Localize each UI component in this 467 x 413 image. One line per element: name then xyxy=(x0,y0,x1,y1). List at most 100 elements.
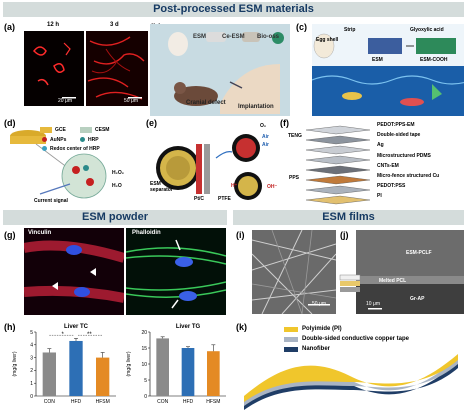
panel-a-scalebar-1: 20 μm xyxy=(58,98,72,104)
panel-g-phalloidin-label: Phalloidin xyxy=(132,230,161,236)
bar xyxy=(96,357,110,396)
x-tick-label: CON xyxy=(44,399,56,405)
y-axis-label: (mg/g liver) xyxy=(126,351,132,376)
panel-e-air1: Air xyxy=(262,134,269,140)
bar xyxy=(156,338,169,396)
y-tick-label: 2 xyxy=(30,368,33,374)
panel-h-label: (h) xyxy=(4,322,16,332)
panel-d-current-signal: Current signal xyxy=(34,198,68,204)
panel-k-label: (k) xyxy=(236,322,247,332)
panel-f-label: (f) xyxy=(280,118,289,128)
panel-f-layer xyxy=(305,155,371,165)
panel-d-h2o2: H₂O₂ xyxy=(112,170,124,176)
panel-f-teng: TENG xyxy=(288,133,302,139)
panel-b-bio-oss-label: Bio-oss xyxy=(257,34,280,40)
panel-c-glyoxylic-label: Glyoxylic acid xyxy=(410,27,444,33)
x-tick-label: HFSM xyxy=(96,399,110,405)
panel-a-micrograph-12h xyxy=(24,31,84,106)
panel-f-layer xyxy=(305,125,371,135)
panel-c-eggshell-label: Egg shell xyxy=(316,37,339,43)
panel-c-illustration xyxy=(312,24,464,116)
panel-c-strip-label: Strip xyxy=(344,27,356,33)
panel-f-pps: PPS xyxy=(289,175,300,181)
panel-f-layer-label: Ag xyxy=(377,142,384,149)
panel-k-wavy-layers xyxy=(244,354,458,410)
x-tick-label: HFD xyxy=(183,399,194,405)
panel-a-time-12h: 12 h xyxy=(47,22,60,28)
y-tick-label: 3 xyxy=(30,355,33,361)
panel-d-illustration xyxy=(10,130,107,199)
y-tick-label: 5 xyxy=(144,378,147,384)
panel-b-implantation-label: Implantation xyxy=(238,104,274,110)
panel-e-esm-separator: ESM separator xyxy=(150,181,173,193)
chart-title: Liver TG xyxy=(176,324,201,330)
bar xyxy=(181,348,195,396)
x-tick-label: HFD xyxy=(71,399,82,405)
panel-f-layer-label: Micro-fence structured Cu xyxy=(377,173,440,179)
panel-d-legend-gce: GCE xyxy=(55,127,66,133)
panel-d-legend-hrp-dot xyxy=(80,137,85,142)
panel-f-layer xyxy=(305,165,371,175)
panel-j-scalebar: 10 μm xyxy=(366,301,380,307)
panel-k-legend-pi: Polyimide (PI) xyxy=(302,326,342,332)
panel-i-sem-image xyxy=(252,230,336,314)
panel-i-label: (i) xyxy=(236,230,245,240)
panel-d-legend-redox: Redox center of HRP xyxy=(50,146,100,152)
panel-a-label: (a) xyxy=(4,22,15,32)
panel-k-legend-nano: Nanofiber xyxy=(302,346,331,352)
panel-e-oh: OH⁻ xyxy=(267,184,278,190)
banner-post-processed: Post-processed ESM materials xyxy=(3,2,464,17)
panel-d-legend-cesm-swatch xyxy=(80,127,92,133)
panel-f-layer-label: CNTs-EM xyxy=(377,162,399,169)
panel-d-label: (d) xyxy=(4,118,16,128)
panel-f-layer xyxy=(305,175,371,185)
bar xyxy=(69,340,83,396)
panel-f-layer xyxy=(305,195,371,205)
banner-esm-powder: ESM powder xyxy=(3,210,227,225)
chart-title: Liver TC xyxy=(64,324,89,330)
panel-g-vinculin-label: Vinculin xyxy=(28,230,52,236)
panel-c-label: (c) xyxy=(296,22,307,32)
panel-f-layer xyxy=(305,185,371,195)
panel-f-layer-stack xyxy=(305,125,371,205)
panel-g-phalloidin-image xyxy=(126,228,226,315)
panel-f-layer-label: Double-sided tape xyxy=(377,132,421,139)
panel-d-legend-cesm: CESM xyxy=(95,127,110,133)
x-tick-label: CON xyxy=(157,399,169,405)
panel-b-ce-esm-label: Ce-ESM xyxy=(222,34,245,40)
y-tick-label: 20 xyxy=(141,330,147,336)
panel-b-esm-label: ESM xyxy=(193,34,207,40)
panel-f-layer xyxy=(305,145,371,155)
y-tick-label: 10 xyxy=(141,362,147,368)
panel-j-sem-image xyxy=(356,230,464,314)
panel-j-melted-label: Melted PCL xyxy=(379,278,407,284)
y-tick-label: 5 xyxy=(30,330,33,336)
panel-e-ptfe: PTFE xyxy=(218,196,231,202)
panel-d-legend-redox-dot xyxy=(42,146,47,151)
panel-k-legend-pi-swatch xyxy=(284,327,298,332)
significance-marker: ** xyxy=(87,332,92,338)
panel-c-esm-cooh-label: ESM-COOH xyxy=(420,57,448,63)
panel-b-illustration xyxy=(150,24,290,116)
bar xyxy=(207,351,220,396)
panel-f-layer-label: PEDOT:PPS-EM xyxy=(377,122,415,128)
panel-j-label: (j) xyxy=(340,230,349,240)
panel-j-grap-label: Gr-AP xyxy=(410,296,425,302)
panel-g-label: (g) xyxy=(4,230,16,240)
panel-a-micrograph-3d xyxy=(86,31,148,106)
panel-c-esm-label: ESM xyxy=(372,57,383,63)
y-tick-label: 0 xyxy=(30,394,33,400)
chart-liver-tg: Liver TG 0 5 10 15 20 (mg/g liver) CON HFD HFSM xyxy=(126,324,226,405)
panel-f-layer-label: PEDOT:PSS xyxy=(377,183,406,190)
panel-d-h2o: H₂O xyxy=(112,183,122,189)
y-axis-label: (mg/g liver) xyxy=(12,351,18,376)
panel-e-h: H⁺ xyxy=(231,183,238,189)
significance-marker: * xyxy=(61,332,64,338)
y-tick-label: 15 xyxy=(141,346,147,352)
banner-esm-films: ESM films xyxy=(233,210,464,225)
panel-d-legend-au: AuNPs xyxy=(50,137,67,143)
panel-d-legend-gce-swatch xyxy=(40,127,52,133)
panel-j-inset-stack xyxy=(339,274,361,292)
panel-f-layer-label: Microstructured PDMS xyxy=(377,152,431,159)
panel-k-legend-tape: Double-sided conductive copper tape xyxy=(302,336,410,342)
